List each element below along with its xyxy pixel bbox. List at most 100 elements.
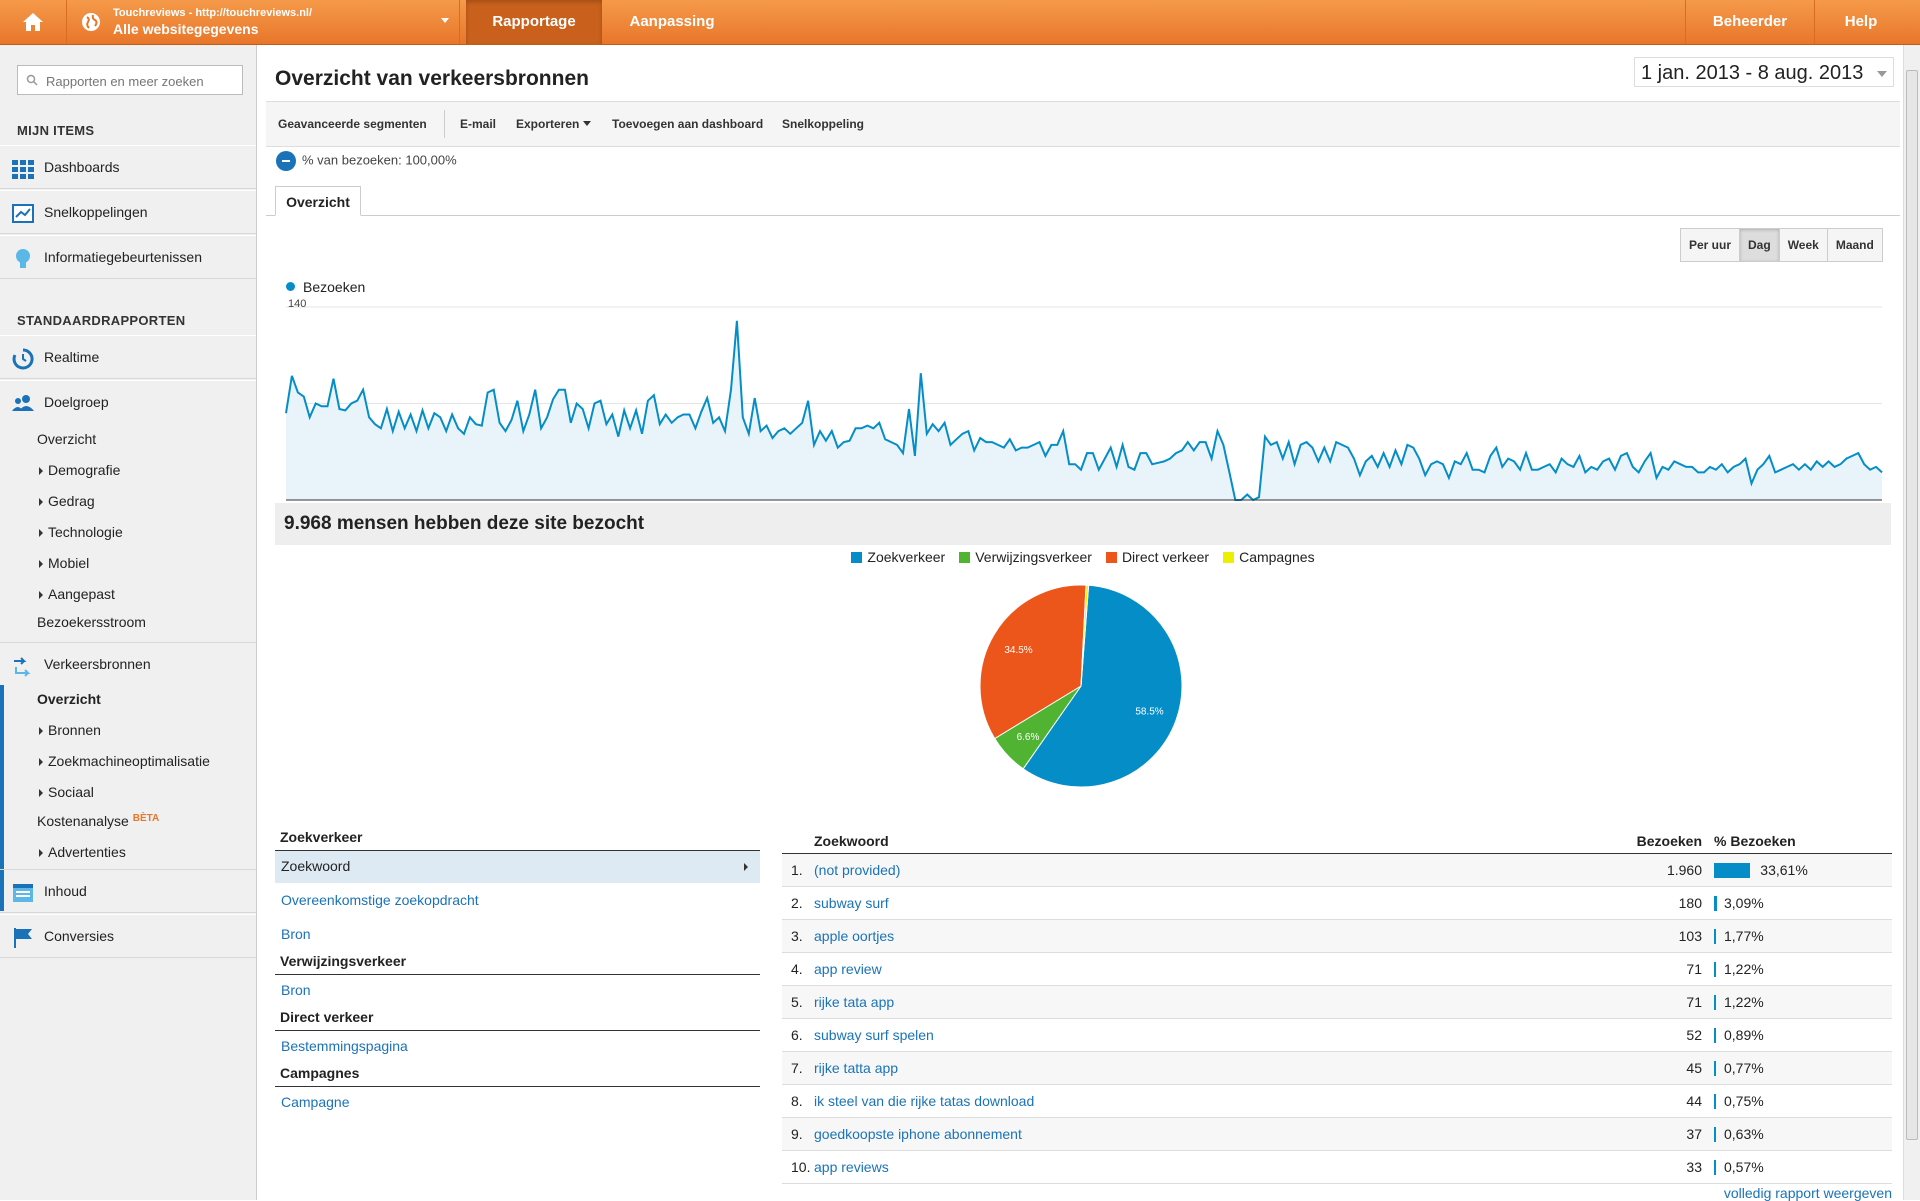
tab-overview[interactable]: Overzicht (275, 186, 361, 216)
sidebar-item-label: Doelgroep (44, 394, 109, 410)
dimension-item[interactable]: Bron (275, 975, 760, 1007)
tab-divider (266, 215, 1900, 216)
admin-button[interactable]: Beheerder (1685, 0, 1814, 44)
full-report-link[interactable]: volledig rapport weergeven (1723, 1185, 1892, 1201)
dimension-item[interactable]: Bestemmingspagina (275, 1031, 760, 1063)
legend-entry-campagnes[interactable]: Campagnes (1223, 549, 1315, 565)
keyword-link[interactable]: ik steel van die rijke tatas download (814, 1093, 1035, 1109)
sidebar-item-label: Informatiegebeurtenissen (44, 249, 202, 265)
cost-analysis-label: Kostenanalyse (37, 813, 129, 829)
dimension-label: Campagne (281, 1094, 350, 1110)
dimension-item[interactable]: Bron (275, 919, 760, 951)
tab-rapportage[interactable]: Rapportage (466, 0, 602, 44)
export-button[interactable]: Exporteren (516, 117, 591, 131)
home-button[interactable] (0, 0, 67, 44)
keyword-link[interactable]: goedkoopste iphone abonnement (814, 1126, 1022, 1142)
sidebar-sub-social[interactable]: Sociaal (39, 784, 94, 800)
sidebar-sub-demographics[interactable]: Demografie (38, 462, 121, 478)
dimension-item[interactable]: Overeenkomstige zoekopdracht (275, 885, 760, 917)
sidebar-item-content[interactable]: Inhoud (0, 869, 256, 913)
section-my-items: MIJN ITEMS (17, 123, 95, 138)
row-index: 3. (791, 928, 803, 944)
segment-indicator: % van bezoeken: 100,00% (276, 151, 457, 171)
legend-series-name: Bezoeken (303, 279, 366, 295)
account-url: Touchreviews - http://touchreviews.nl/ (113, 7, 313, 19)
sidebar-sub-technology[interactable]: Technologie (39, 524, 123, 540)
pie-slice-label: 58.5% (1135, 706, 1163, 717)
keyword-link[interactable]: rijke tatta app (814, 1060, 899, 1076)
pie-slice-direct-verkeer[interactable] (979, 584, 1087, 740)
date-range-picker[interactable]: 1 jan. 2013 - 8 aug. 2013 (1634, 57, 1894, 87)
search-input[interactable] (44, 70, 238, 92)
dimension-label: Overeenkomstige zoekopdracht (281, 892, 479, 908)
sidebar-item-conversions[interactable]: Conversies (0, 914, 256, 958)
granularity-week[interactable]: Week (1780, 229, 1828, 261)
table-row: 7. rijke tatta app 45 0,77% (782, 1052, 1892, 1085)
sidebar-item-traffic-sources[interactable]: Verkeersbronnen (0, 642, 256, 686)
sidebar-sub-visitors-flow[interactable]: Bezoekersstroom (37, 614, 146, 630)
shortcut-icon (12, 204, 34, 223)
header-keyword: Zoekwoord (814, 833, 889, 849)
sidebar-sub-traffic-overview[interactable]: Overzicht (37, 691, 101, 707)
keyword-link[interactable]: subway surf (814, 895, 889, 911)
table-header: Zoekwoord Bezoeken % Bezoeken (782, 829, 1892, 854)
dimension-group-heading: Verwijzingsverkeer (280, 953, 407, 969)
legend-entry-verwijzingsverkeer[interactable]: Verwijzingsverkeer (959, 549, 1092, 565)
sidebar-item-dashboards[interactable]: Dashboards (0, 145, 256, 189)
export-label: Exporteren (516, 117, 580, 131)
pie-slice-zoekverkeer[interactable] (1022, 584, 1183, 788)
keyword-link[interactable]: apple oortjes (814, 928, 895, 944)
sidebar-sub-custom[interactable]: Aangepast (39, 586, 115, 602)
pct-bar (1714, 863, 1751, 878)
visits-value: 52 (1686, 1027, 1702, 1043)
sidebar-sub-advertising[interactable]: Advertenties (39, 844, 126, 860)
advanced-segments-button[interactable]: Geavanceerde segmenten (278, 117, 427, 131)
legend-entry-zoekverkeer[interactable]: Zoekverkeer (851, 549, 945, 565)
sidebar-item-shortcuts[interactable]: Snelkoppelingen (0, 190, 256, 234)
scrollbar-thumb[interactable] (1906, 70, 1918, 1140)
keyword-link[interactable]: app review (814, 961, 882, 977)
realtime-icon (12, 348, 34, 370)
sidebar-item-realtime[interactable]: Realtime (0, 335, 256, 379)
granularity-day[interactable]: Dag (1740, 229, 1780, 261)
email-button[interactable]: E-mail (460, 117, 497, 131)
keyword-link[interactable]: (not provided) (814, 862, 901, 878)
account-selector[interactable]: Touchreviews - http://touchreviews.nl/ A… (67, 0, 460, 44)
row-index: 2. (791, 895, 803, 911)
keyword-link[interactable]: rijke tata app (814, 994, 895, 1010)
sidebar-item-audience[interactable]: Doelgroep (0, 380, 256, 424)
table-row: 3. apple oortjes 103 1,77% (782, 920, 1892, 953)
sidebar-sub-behavior[interactable]: Gedrag (39, 493, 95, 509)
granularity-month[interactable]: Maand (1835, 238, 1874, 252)
sidebar-sub-audience-overview[interactable]: Overzicht (37, 431, 97, 447)
dimension-item[interactable]: Zoekwoord (275, 851, 760, 883)
keyword-link[interactable]: app reviews (814, 1159, 889, 1175)
dimension-item[interactable]: Campagne (275, 1087, 760, 1119)
granularity-hour[interactable]: Per uur (1681, 229, 1741, 261)
add-to-dashboard-button[interactable]: Toevoegen aan dashboard (612, 117, 764, 131)
vertical-scrollbar[interactable] (1903, 45, 1920, 1200)
help-button[interactable]: Help (1814, 0, 1907, 44)
report-search[interactable] (17, 65, 243, 95)
pct-value: 0,89% (1724, 1027, 1764, 1043)
pct-bar (1714, 1028, 1716, 1043)
pie-slice-campagnes[interactable] (1080, 584, 1090, 687)
active-section-indicator (0, 685, 4, 911)
legend-swatch (851, 552, 863, 563)
chevron-down-icon (582, 121, 591, 126)
dimension-label: Bestemmingspagina (281, 1038, 408, 1054)
sidebar-sub-mobile[interactable]: Mobiel (38, 555, 90, 571)
lightbulb-icon (16, 249, 30, 268)
shortcut-button[interactable]: Snelkoppeling (782, 117, 865, 131)
pct-value: 0,63% (1724, 1126, 1764, 1142)
sidebar-sub-sources[interactable]: Bronnen (39, 722, 101, 738)
keyword-link[interactable]: subway surf spelen (814, 1027, 934, 1043)
tab-aanpassing[interactable]: Aanpassing (629, 13, 715, 30)
top-bar: Touchreviews - http://touchreviews.nl/ A… (0, 0, 1920, 45)
legend-entry-direct-verkeer[interactable]: Direct verkeer (1105, 549, 1209, 565)
sidebar-item-label: Snelkoppelingen (44, 204, 148, 220)
sidebar-item-label: Conversies (44, 928, 115, 944)
sidebar-sub-seo[interactable]: Zoekmachineoptimalisatie (39, 753, 210, 769)
sidebar-item-intelligence[interactable]: Informatiegebeurtenissen (0, 235, 256, 279)
sidebar-sub-cost-analysis[interactable]: Kostenanalyse BÈTA (37, 813, 159, 829)
